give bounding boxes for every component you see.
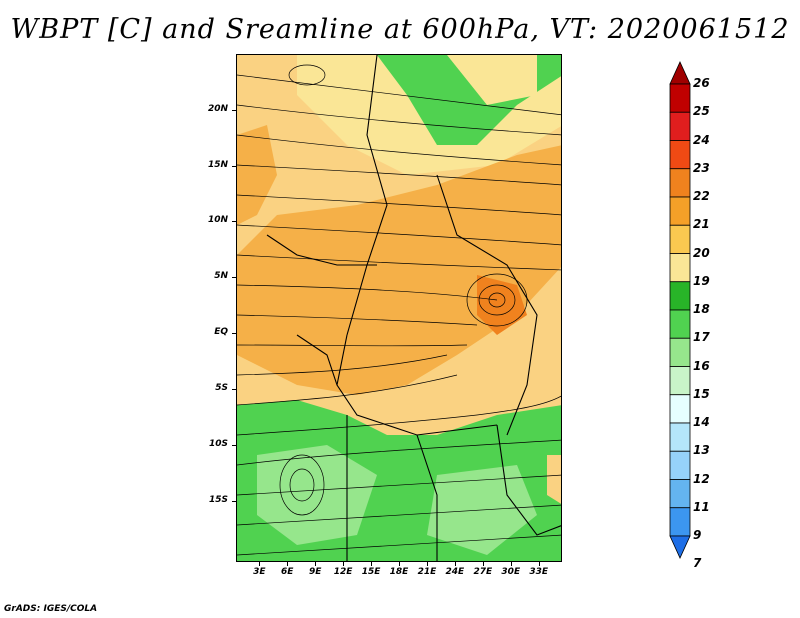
lon-tick-mark [538,562,540,566]
wbpt-field-20-21 [237,145,561,395]
colorbar-swatch [669,61,691,85]
lat-tick-mark [232,165,236,167]
colorbar-label: 13 [693,443,710,458]
lon-tick-mark [426,562,428,566]
lon-tick-label: 6E [281,567,294,577]
lon-tick-label: 27E [473,567,493,577]
colorbar-label: 14 [693,415,710,429]
colorbar-swatch [669,366,691,396]
lon-tick-mark [371,562,373,566]
colorbar-swatch [669,168,691,198]
wbpt-field-20-21-west [237,125,277,225]
colorbar-label: 19 [693,273,710,288]
lat-tick-label: 15S [208,494,228,505]
lat-tick-mark [232,221,236,223]
colorbar-label: 21 [693,217,710,232]
colorbar-swatch [669,507,691,537]
wbpt-field-yellow-north [447,55,537,105]
colorbar-swatch [669,281,691,311]
lat-tick-mark [232,333,236,335]
lon-tick-label: 9E [308,567,322,577]
lon-tick-label: 18E [389,567,409,577]
lon-tick-mark [315,562,317,566]
lat-tick-mark [232,109,236,111]
lat-tick-label: 5S [215,382,228,393]
colorbar [669,61,691,559]
grads-credit: GrADS: IGES/COLA [4,604,98,614]
lon-tick-label: 12E [333,567,353,577]
lon-tick-mark [343,562,345,566]
colorbar-swatch [669,479,691,509]
wbpt-field-19-20-southeast [547,455,561,504]
colorbar-swatch [669,309,691,339]
lat-tick-label: EQ [214,327,228,338]
lon-tick-mark [482,562,484,566]
country-boundaries [266,55,561,561]
colorbar-label: 15 [693,386,710,401]
colorbar-label: 25 [693,104,710,119]
lon-tick-mark [287,562,289,566]
lon-tick-mark [399,562,400,566]
colorbar-label: 26 [693,76,710,90]
map-plot [236,54,562,562]
colorbar-label: 16 [693,358,710,373]
lon-tick-mark [454,562,456,566]
colorbar-label: 20 [693,245,710,260]
lat-tick-mark [232,388,236,390]
lat-tick-label: 5N [214,271,228,282]
lon-tick-mark [510,562,512,566]
colorbar-swatch [669,140,691,170]
colorbar-label: 7 [693,556,702,571]
colorbar-label: 18 [693,302,710,316]
lat-tick-label: 10S [208,438,228,449]
colorbar-swatch [669,337,691,367]
colorbar-label: 17 [693,330,710,345]
lat-tick-label: 15N [207,159,228,170]
colorbar-swatch [669,224,691,254]
lat-tick-mark [232,500,236,502]
lon-tick-label: 24E [445,567,465,577]
colorbar-label: 9 [693,528,702,542]
colorbar-swatch [669,196,691,226]
map-title: WBPT [C] and Sreamline at 600hPa, VT: 20… [10,14,790,45]
lon-tick-label: 30E [501,567,521,577]
lat-tick-label: 20N [207,103,228,114]
colorbar-swatch [669,422,691,452]
colorbar-swatch [669,111,691,141]
lon-tick-mark [259,562,261,566]
colorbar-label: 12 [693,471,710,486]
lat-tick-mark [232,444,236,446]
lon-tick-label: 3E [253,567,266,577]
lat-tick-label: 10N [207,215,228,226]
lon-tick-label: 33E [529,567,549,577]
lon-tick-label: 15E [361,567,381,577]
map-canvas [237,55,561,561]
colorbar-swatch [669,450,691,480]
colorbar-label: 11 [693,499,710,514]
colorbar-swatch [669,83,691,113]
wbpt-field-21-22 [477,275,527,335]
colorbar-label: 22 [693,189,710,203]
lat-tick-mark [232,277,236,279]
colorbar-swatch [669,253,691,283]
colorbar-swatch [669,394,691,424]
colorbar-swatch [669,535,691,559]
streamlines [237,64,561,556]
colorbar-label: 24 [693,132,710,147]
lon-tick-label: 21E [417,567,437,577]
colorbar-label: 23 [693,160,710,175]
